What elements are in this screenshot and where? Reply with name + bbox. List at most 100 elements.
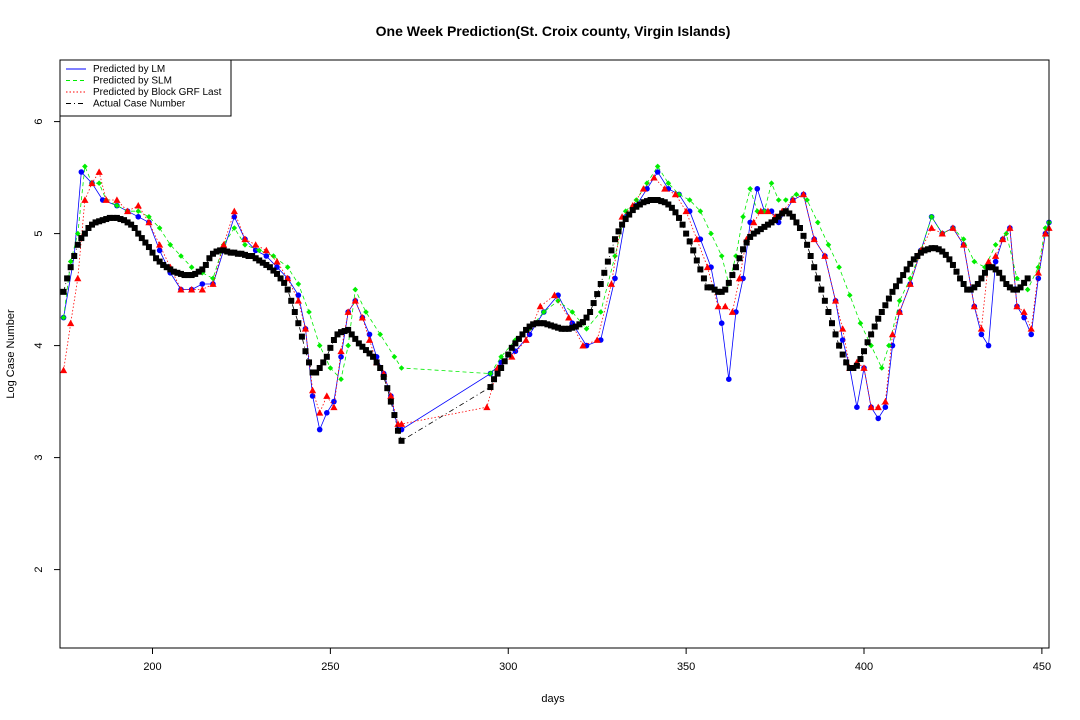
data-point-grf bbox=[671, 190, 680, 198]
y-axis: 2 3 4 5 6 bbox=[33, 119, 60, 573]
data-point-slm bbox=[498, 354, 504, 360]
data-point-actual bbox=[380, 373, 387, 380]
data-point-actual bbox=[786, 210, 793, 217]
data-point-actual bbox=[583, 314, 590, 321]
data-point-grf bbox=[888, 330, 897, 338]
data-point-grf bbox=[220, 241, 228, 248]
data-point-grf bbox=[508, 353, 516, 360]
data-point-actual bbox=[643, 198, 650, 205]
data-point-actual bbox=[729, 272, 736, 279]
data-point-grf bbox=[550, 291, 559, 299]
data-point-actual bbox=[604, 258, 611, 265]
data-point-slm bbox=[391, 354, 398, 360]
data-point-grf bbox=[241, 235, 249, 243]
data-point-actual bbox=[832, 331, 839, 338]
data-point-grf bbox=[895, 308, 904, 315]
data-point-lm bbox=[338, 354, 344, 360]
data-point-lm bbox=[1035, 275, 1042, 282]
data-point-actual bbox=[889, 288, 896, 295]
data-point-slm bbox=[654, 163, 661, 170]
data-point-lm bbox=[654, 169, 661, 175]
data-point-grf bbox=[284, 274, 292, 282]
data-point-grf bbox=[703, 263, 712, 271]
data-point-actual bbox=[928, 245, 935, 252]
data-point-slm bbox=[345, 342, 351, 349]
data-point-actual bbox=[266, 264, 273, 271]
data-point-actual bbox=[597, 281, 604, 287]
data-point-lm bbox=[726, 376, 732, 383]
data-point-grf bbox=[59, 366, 68, 374]
data-point-actual bbox=[185, 272, 192, 279]
x-axis: 200 250 300 350 400 450 bbox=[143, 648, 1051, 673]
data-point-actual bbox=[245, 253, 252, 259]
data-point-actual bbox=[241, 251, 248, 258]
data-point-actual bbox=[932, 245, 939, 252]
data-point-lm bbox=[875, 415, 882, 422]
data-point-actual bbox=[537, 320, 544, 327]
data-point-actual bbox=[601, 269, 608, 276]
plot-series bbox=[59, 163, 1053, 444]
data-point-actual bbox=[921, 247, 928, 254]
data-point-grf bbox=[134, 202, 142, 209]
data-point-actual bbox=[291, 309, 298, 315]
data-point-slm bbox=[846, 292, 853, 298]
x-tick-label: 400 bbox=[855, 661, 873, 673]
data-point-actual bbox=[636, 201, 643, 208]
series-slm bbox=[60, 163, 1052, 382]
data-point-actual bbox=[572, 323, 579, 330]
data-point-lm bbox=[263, 253, 270, 259]
data-point-actual bbox=[658, 198, 665, 205]
data-point-slm bbox=[1024, 286, 1031, 293]
data-point-grf bbox=[970, 302, 978, 310]
data-point-actual bbox=[907, 260, 914, 267]
data-point-grf bbox=[565, 314, 573, 321]
data-point-actual bbox=[501, 358, 508, 365]
data-point-grf bbox=[750, 218, 758, 226]
data-point-actual bbox=[686, 238, 693, 245]
x-tick-label: 200 bbox=[143, 661, 161, 673]
data-point-slm bbox=[231, 225, 238, 231]
data-point-actual bbox=[996, 269, 1003, 276]
data-point-actual bbox=[213, 248, 220, 255]
data-point-slm bbox=[284, 264, 291, 270]
data-point-actual bbox=[661, 199, 668, 206]
data-point-lm bbox=[992, 258, 999, 265]
data-point-lm bbox=[316, 426, 323, 433]
y-tick-label: 3 bbox=[33, 455, 45, 461]
data-point-actual bbox=[188, 272, 195, 279]
data-point-grf bbox=[1006, 224, 1014, 231]
data-point-actual bbox=[1003, 281, 1010, 287]
data-point-slm bbox=[270, 253, 277, 259]
data-point-actual bbox=[362, 347, 369, 354]
data-point-actual bbox=[181, 272, 188, 279]
data-point-lm bbox=[78, 169, 85, 175]
data-point-actual bbox=[508, 344, 515, 351]
data-point-actual bbox=[320, 359, 327, 366]
data-point-actual bbox=[629, 207, 636, 214]
data-point-actual bbox=[946, 256, 953, 263]
data-point-actual bbox=[626, 211, 633, 218]
data-point-actual bbox=[861, 348, 868, 355]
data-point-actual bbox=[206, 255, 213, 262]
data-point-actual bbox=[587, 309, 594, 315]
data-point-slm bbox=[868, 342, 874, 349]
data-point-grf bbox=[661, 185, 669, 192]
data-point-actual bbox=[345, 326, 352, 333]
data-point-slm bbox=[210, 275, 216, 282]
data-point-slm bbox=[740, 214, 746, 220]
data-point-lm bbox=[331, 398, 337, 405]
data-point-slm bbox=[1035, 264, 1042, 270]
data-point-grf bbox=[188, 286, 196, 293]
data-point-actual bbox=[519, 331, 526, 338]
data-point-slm bbox=[992, 242, 999, 248]
data-point-grf bbox=[198, 286, 206, 293]
data-point-actual bbox=[177, 270, 184, 277]
data-point-actual bbox=[252, 255, 259, 262]
data-point-actual bbox=[195, 268, 202, 275]
data-point-grf bbox=[74, 274, 82, 282]
data-point-grf bbox=[252, 241, 260, 248]
data-point-grf bbox=[938, 230, 946, 237]
data-point-actual bbox=[917, 249, 924, 256]
data-point-actual bbox=[878, 309, 885, 315]
data-point-slm bbox=[597, 309, 604, 315]
